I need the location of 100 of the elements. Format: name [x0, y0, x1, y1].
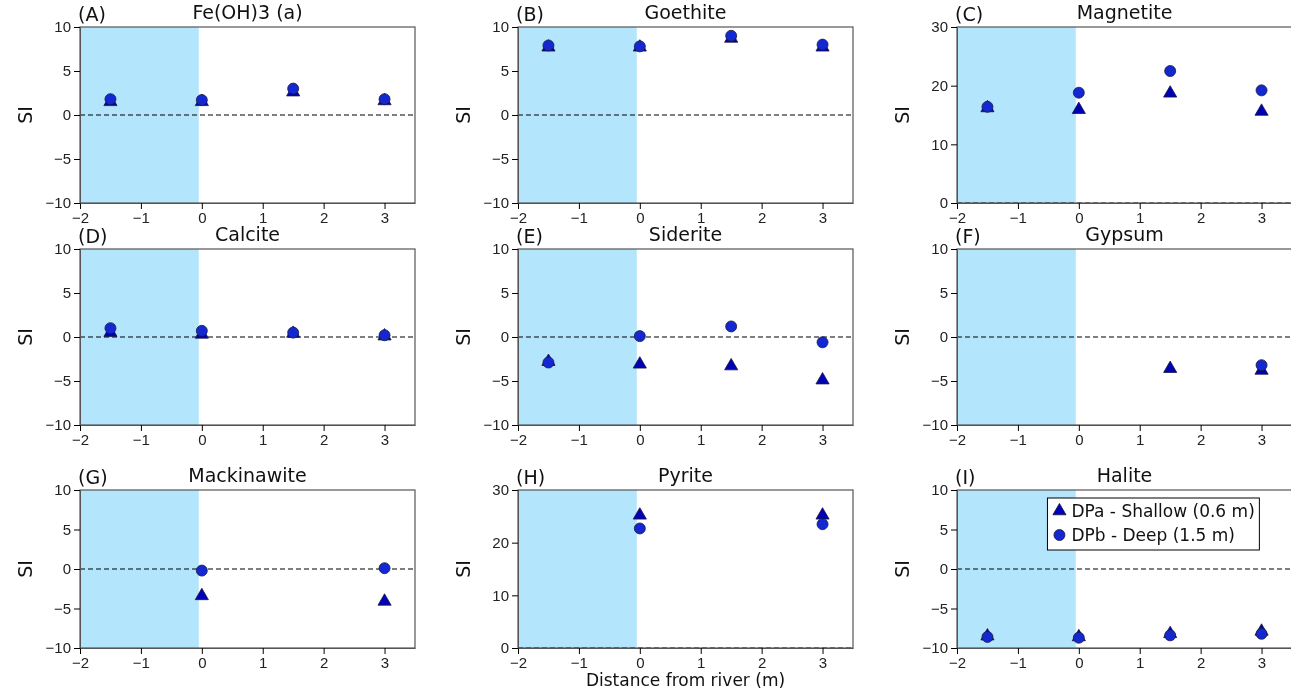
text: (I): [955, 466, 976, 488]
x-tick-label: −1: [1009, 208, 1027, 226]
y-tick-label: 10: [492, 586, 509, 604]
y-tick-label: −5: [491, 372, 509, 390]
y-tick-label: 10: [492, 18, 509, 36]
x-tick-label: 3: [818, 208, 828, 226]
x-tick-label: 0: [636, 208, 645, 226]
y-tick-label: 0: [62, 328, 71, 346]
y-tick-label: 5: [500, 284, 509, 302]
text: (F): [955, 225, 981, 247]
y-tick-label: −5: [930, 372, 948, 390]
y-axis-title: SI: [891, 106, 913, 124]
legend-label: DPa - Shallow (0.6 m): [1071, 501, 1255, 521]
x-tick-label: 1: [259, 430, 268, 448]
y-axis-title: SI: [14, 106, 36, 124]
x-tick-label: 3: [380, 653, 390, 671]
x-tick-label: 3: [380, 430, 390, 448]
chart-title: Gypsum: [1085, 223, 1164, 245]
x-tick-label: −2: [71, 208, 90, 226]
x-tick-label: 0: [636, 653, 645, 671]
x-axis-title: Distance from river (m): [585, 670, 786, 689]
y-tick-label: 0: [939, 328, 948, 346]
x-tick-label: 1: [1136, 430, 1145, 448]
x-tick-label: −1: [132, 653, 150, 671]
x-tick-label: 2: [757, 430, 767, 448]
x-tick-label: 1: [1136, 208, 1145, 226]
chart-title: Halite: [1096, 464, 1153, 486]
y-axis-title: SI: [891, 560, 913, 578]
y-tick-label: 30: [931, 18, 948, 36]
y-tick-label: 5: [500, 62, 509, 80]
y-tick-label: −10: [922, 639, 948, 657]
text: (H): [516, 466, 546, 488]
y-axis-title: SI: [452, 560, 474, 578]
x-tick-label: −2: [948, 208, 967, 226]
x-tick-label: −1: [132, 208, 150, 226]
y-tick-label: 0: [62, 560, 71, 578]
y-tick-label: 5: [62, 284, 71, 302]
x-tick-label: −1: [1009, 653, 1027, 671]
y-tick-label: 20: [492, 533, 509, 551]
y-axis-title: SI: [452, 106, 474, 124]
y-tick-label: 10: [492, 240, 509, 258]
y-tick-label: −5: [930, 599, 948, 617]
x-tick-label: 3: [1257, 208, 1267, 226]
x-tick-label: 0: [198, 208, 207, 226]
x-tick-label: 0: [198, 653, 207, 671]
x-tick-label: −2: [509, 653, 528, 671]
y-tick-label: −10: [45, 639, 71, 657]
y-tick-label: 5: [939, 284, 948, 302]
text: (C): [955, 3, 984, 25]
y-tick-label: 5: [939, 520, 948, 538]
x-tick-label: −2: [71, 653, 90, 671]
y-tick-label: −10: [922, 416, 948, 434]
y-axis-title: SI: [14, 328, 36, 346]
x-tick-label: 1: [697, 208, 706, 226]
text: (A): [78, 3, 106, 25]
y-tick-label: 20: [931, 76, 948, 94]
y-tick-label: 10: [54, 240, 71, 258]
x-tick-label: 3: [818, 430, 828, 448]
x-tick-label: 0: [1075, 653, 1084, 671]
y-tick-label: −10: [45, 416, 71, 434]
y-tick-label: −10: [483, 416, 509, 434]
y-tick-label: −5: [491, 150, 509, 168]
chart-title: Siderite: [648, 223, 723, 245]
chart-title: Magnetite: [1076, 1, 1173, 23]
y-tick-label: 0: [500, 328, 509, 346]
x-tick-label: −2: [71, 430, 90, 448]
x-tick-label: 0: [1075, 430, 1084, 448]
x-tick-label: 1: [697, 653, 706, 671]
x-tick-label: 0: [1075, 208, 1084, 226]
y-tick-label: 5: [62, 62, 71, 80]
y-tick-label: 0: [62, 106, 71, 124]
y-tick-label: −5: [53, 372, 71, 390]
y-axis-title: SI: [452, 328, 474, 346]
y-tick-label: −5: [53, 150, 71, 168]
chart-title: Mackinawite: [188, 464, 307, 486]
x-tick-label: 0: [636, 430, 645, 448]
x-tick-label: −1: [132, 430, 150, 448]
x-tick-label: 2: [757, 653, 767, 671]
x-tick-label: −1: [570, 653, 588, 671]
y-tick-label: −10: [45, 194, 71, 212]
y-tick-label: −5: [53, 599, 71, 617]
x-tick-label: −2: [509, 208, 528, 226]
text: (G): [78, 466, 108, 488]
y-tick-label: 0: [500, 106, 509, 124]
x-tick-label: 1: [697, 430, 706, 448]
x-tick-label: 3: [818, 653, 828, 671]
x-tick-label: −2: [948, 653, 967, 671]
x-tick-label: 2: [319, 208, 329, 226]
x-tick-label: 1: [1136, 653, 1145, 671]
x-tick-label: 0: [198, 430, 207, 448]
y-tick-label: 10: [54, 18, 71, 36]
x-tick-label: 2: [319, 430, 329, 448]
y-tick-label: 10: [931, 135, 948, 153]
x-tick-label: 2: [757, 208, 767, 226]
y-tick-label: 5: [62, 520, 71, 538]
x-tick-label: −2: [509, 430, 528, 448]
y-axis-title: SI: [891, 328, 913, 346]
y-tick-label: 0: [500, 639, 509, 657]
x-tick-label: 2: [319, 653, 329, 671]
x-tick-label: 1: [259, 653, 268, 671]
